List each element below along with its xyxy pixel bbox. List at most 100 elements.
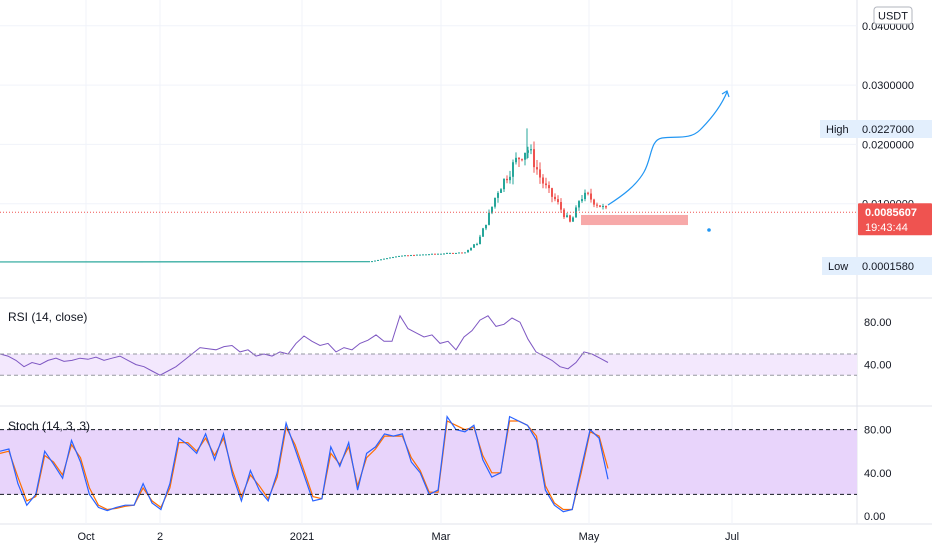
price-pane[interactable]	[0, 90, 857, 263]
candle-body	[398, 255, 400, 257]
time-tick-label: Oct	[77, 531, 94, 543]
rsi-band	[0, 354, 857, 376]
candle-body	[428, 254, 430, 256]
candle-body	[596, 204, 598, 206]
rsi-title: RSI (14, close)	[8, 310, 87, 324]
candle-body	[371, 261, 373, 263]
candle-body	[587, 192, 589, 194]
candle-body	[464, 252, 466, 254]
stoch-k-line	[0, 414, 609, 513]
price-tick-label: 0.0300000	[862, 80, 914, 92]
candle-body	[503, 178, 505, 190]
candle-body	[494, 197, 496, 207]
candle-body	[452, 252, 454, 254]
candle-body	[599, 205, 601, 207]
candle-body	[533, 149, 535, 168]
candle-body	[584, 192, 586, 200]
candle-body	[461, 252, 463, 254]
candle-body	[434, 253, 436, 255]
candle-body	[485, 224, 487, 229]
candle-body	[410, 255, 412, 257]
stoch-pane[interactable]: Stoch (14, 3, 3)	[0, 414, 857, 513]
rsi-pane[interactable]: RSI (14, close)	[0, 310, 857, 376]
currency-badge[interactable]: USDT	[873, 6, 913, 25]
low-value: 0.0001580	[862, 261, 914, 273]
candle-body	[515, 157, 517, 163]
stoch-title: Stoch (14, 3, 3)	[8, 419, 90, 433]
candle-body	[395, 256, 397, 258]
stoch-tick-label: 0.00	[864, 511, 885, 523]
candle-body	[521, 159, 523, 161]
candle-body	[512, 162, 514, 177]
candle-body	[386, 258, 388, 260]
time-tick-label: Jul	[725, 531, 739, 543]
candle-body	[509, 176, 511, 181]
candle-body	[569, 215, 571, 222]
candle-body	[482, 228, 484, 237]
candle-body	[566, 215, 568, 218]
candle-body	[551, 188, 553, 197]
candle-body	[470, 247, 472, 251]
candle-body	[539, 169, 541, 178]
last-price-tag	[858, 203, 932, 236]
stoch-band	[0, 429, 857, 495]
time-axis[interactable]: Oct 2 2021 Mar May Jul	[77, 531, 739, 543]
time-tick-label: May	[579, 531, 600, 543]
candle-body	[536, 167, 538, 170]
candle-body	[377, 259, 379, 261]
candle-body	[422, 254, 424, 256]
candle-body	[383, 258, 385, 260]
candle-body	[590, 193, 592, 200]
candle-body	[488, 212, 490, 225]
candle-body	[443, 253, 445, 255]
candle-body	[392, 257, 394, 259]
candle-body	[476, 243, 478, 245]
time-tick-label: Mar	[432, 531, 451, 543]
time-tick-label: 2021	[290, 531, 314, 543]
projection-path[interactable]	[607, 90, 730, 206]
low-tag-label: Low	[828, 261, 848, 273]
candle-body	[437, 253, 439, 255]
candle-body	[446, 252, 448, 254]
low-value-bg	[858, 257, 932, 275]
rsi-line	[0, 314, 609, 376]
candle-body	[593, 199, 595, 205]
candle-body	[500, 189, 502, 193]
candle-body	[431, 253, 433, 255]
candle-body	[425, 254, 427, 256]
candle-body	[563, 209, 565, 218]
high-tag-bg	[820, 120, 858, 138]
support-box[interactable]	[581, 214, 688, 226]
candle-body	[605, 205, 607, 208]
candle-body	[497, 192, 499, 198]
candle-body	[479, 236, 481, 244]
candle-body	[542, 177, 544, 184]
low-tag-bg	[822, 257, 858, 275]
last-price-value: 0.0085607	[865, 207, 917, 219]
candle-body	[554, 196, 556, 200]
stoch-tick-label: 80.00	[864, 425, 892, 437]
high-tag-label: High	[826, 124, 849, 136]
candle-body	[473, 244, 475, 248]
candle-body	[578, 201, 580, 208]
candle-body	[407, 255, 409, 257]
candle-body	[458, 252, 460, 254]
candle-body	[401, 255, 403, 257]
candle-body	[491, 206, 493, 213]
candle-body	[560, 202, 562, 210]
currency-label: USDT	[878, 11, 908, 23]
candle-body	[527, 150, 529, 153]
candle-body	[467, 250, 469, 253]
candle-body	[374, 260, 376, 262]
candle-body	[404, 255, 406, 257]
candle-body	[380, 259, 382, 261]
candles-series	[0, 128, 607, 263]
candle-body	[506, 178, 508, 181]
candle-body	[530, 149, 532, 151]
candle-body	[581, 199, 583, 202]
candle-body	[389, 257, 391, 259]
price-axis[interactable]: 0.04000000.03000000.02000000.0100000High…	[820, 21, 932, 523]
price-tick-label: 0.0200000	[862, 139, 914, 151]
rsi-tick-label: 40.00	[864, 360, 892, 372]
